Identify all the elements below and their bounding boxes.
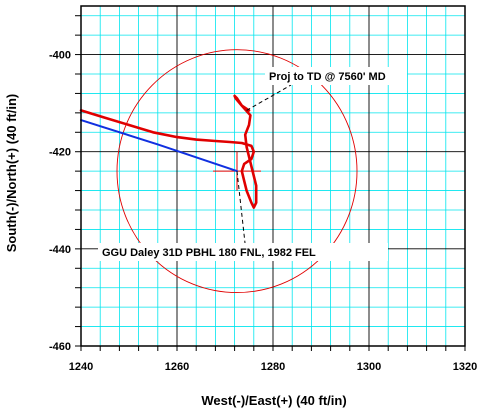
series-layer	[79, 94, 258, 209]
target-circle	[116, 49, 358, 294]
planned-path-line	[80, 119, 238, 173]
tick-labels: 1240 1260 1280 1300 1320 -400 -420 -440 -460	[49, 15, 477, 373]
annotation-pbhl: GGU Daley 31D PBHL 180 FNL, 1982 FEL	[102, 247, 316, 259]
x-axis-title: West(-)/East(+) (40 ft/in)	[201, 393, 346, 408]
annotation-layer: Proj to TD @ 7560' MD GGU Daley 31D PBHL …	[98, 67, 407, 261]
x-tick-label: 1300	[357, 361, 381, 373]
wellpath-line	[79, 94, 258, 209]
x-tick-label: 1240	[69, 361, 93, 373]
y-axis-title: South(-)/North(+) (40 ft/in)	[4, 94, 19, 253]
annotation-leader-pbhl	[236, 171, 246, 244]
y-tick-label: -440	[49, 244, 71, 256]
y-tick-label: -460	[49, 341, 71, 353]
x-tick-label: 1260	[165, 361, 189, 373]
x-tick-label: 1280	[261, 361, 285, 373]
y-tick-label: -420	[49, 147, 71, 159]
annotation-bg-td	[265, 67, 407, 85]
y-tick-label: -400	[49, 50, 71, 62]
annotation-bg-pbhl	[98, 243, 388, 261]
annotation-td: Proj to TD @ 7560' MD	[269, 71, 386, 83]
annotation-leader-td	[246, 84, 292, 111]
x-tick-label: 1320	[453, 361, 477, 373]
